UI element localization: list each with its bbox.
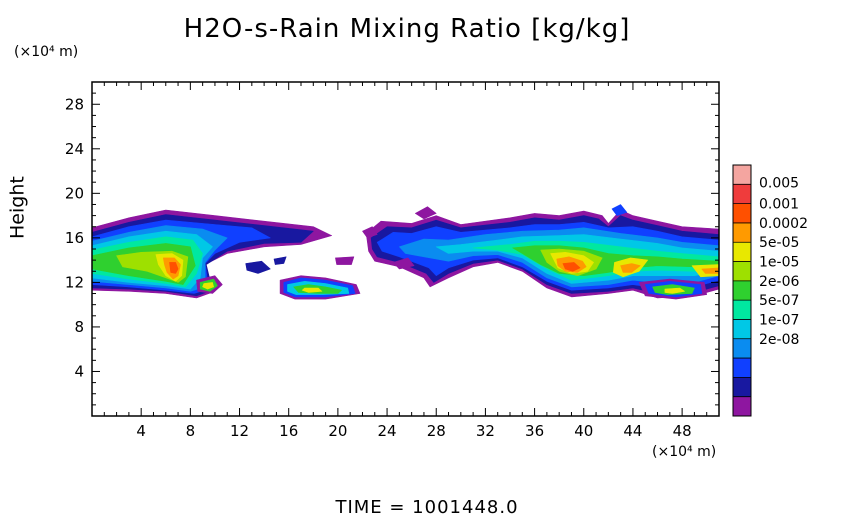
x-tick-label: 16 <box>279 422 298 440</box>
chart-title: H2O-s-Rain Mixing Ratio [kg/kg] <box>183 14 631 44</box>
colorbar-label: 1e-07 <box>759 312 799 328</box>
contour-band-navy <box>273 256 287 265</box>
contour-band-yellow <box>301 287 323 293</box>
x-tick-label: 44 <box>623 422 642 440</box>
colorbar-swatch <box>733 319 751 340</box>
x-tick-label: 40 <box>574 422 593 440</box>
colorbar-swatch <box>733 396 751 417</box>
contour-band-purple <box>362 226 378 239</box>
contour-band-navy <box>245 260 271 274</box>
colorbar-swatch <box>733 261 751 282</box>
colorbar-swatch <box>733 300 751 320</box>
colorbar-swatch <box>733 377 751 398</box>
x-tick-label: 4 <box>136 422 146 440</box>
y-tick-label: 16 <box>65 229 84 247</box>
colorbar-label: 2e-08 <box>759 332 799 348</box>
colorbar-swatch <box>733 203 751 224</box>
x-axis-unit: (×10⁴ m) <box>652 444 717 460</box>
contour-band-dorange <box>169 262 179 274</box>
colorbar: 0.005 0.001 0.0002 5e-05 1e-05 2e-06 5e-07 1e-0… <box>732 164 808 417</box>
x-tick-label: 12 <box>230 422 249 440</box>
y-tick-label: 8 <box>74 318 84 336</box>
contour-band-orange <box>620 263 641 273</box>
colorbar-label: 2e-06 <box>759 274 799 290</box>
contour-band-purple <box>335 256 355 265</box>
y-tick-label: 24 <box>65 140 84 158</box>
x-tick-label: 8 <box>186 422 196 440</box>
colorbar-label: 5e-05 <box>759 235 799 251</box>
colorbar-swatch <box>733 242 751 263</box>
colorbar-label: 0.005 <box>759 175 799 191</box>
y-tick-label: 28 <box>65 95 84 113</box>
contour-band-yellow <box>202 282 214 290</box>
contour-band-dorange <box>562 262 581 272</box>
colorbar-label: 5e-07 <box>759 293 799 309</box>
mixing-ratio-field <box>91 204 720 300</box>
x-tick-label: 20 <box>328 422 347 440</box>
colorbar-swatch <box>733 222 751 243</box>
colorbar-frame <box>732 164 752 417</box>
colorbar-swatch <box>733 184 751 205</box>
y-axis-unit: (×10⁴ m) <box>14 44 79 60</box>
contour-band-blue <box>611 204 628 216</box>
colorbar-label: 0.0002 <box>759 216 808 232</box>
contour-band-purple <box>392 257 415 270</box>
time-footer: TIME = 1001448.0 <box>335 497 519 518</box>
x-tick-label: 36 <box>525 422 544 440</box>
colorbar-label: 0.001 <box>759 197 799 213</box>
y-tick-label: 20 <box>65 184 84 202</box>
y-tick-label: 4 <box>74 362 84 380</box>
x-tick-label: 48 <box>673 422 692 440</box>
colorbar-swatch <box>733 358 751 378</box>
x-tick-label: 28 <box>427 422 446 440</box>
colorbar-swatch <box>733 280 751 301</box>
contour-band-yellow <box>664 287 685 294</box>
y-axis-label: Height <box>6 176 29 239</box>
x-tick-label: 32 <box>476 422 495 440</box>
y-tick-label: 12 <box>65 273 84 291</box>
contour-band-purple <box>414 206 437 220</box>
colorbar-swatch <box>733 338 751 359</box>
colorbar-label: 1e-05 <box>759 255 799 271</box>
x-tick-label: 24 <box>378 422 397 440</box>
colorbar-swatch <box>733 165 751 185</box>
